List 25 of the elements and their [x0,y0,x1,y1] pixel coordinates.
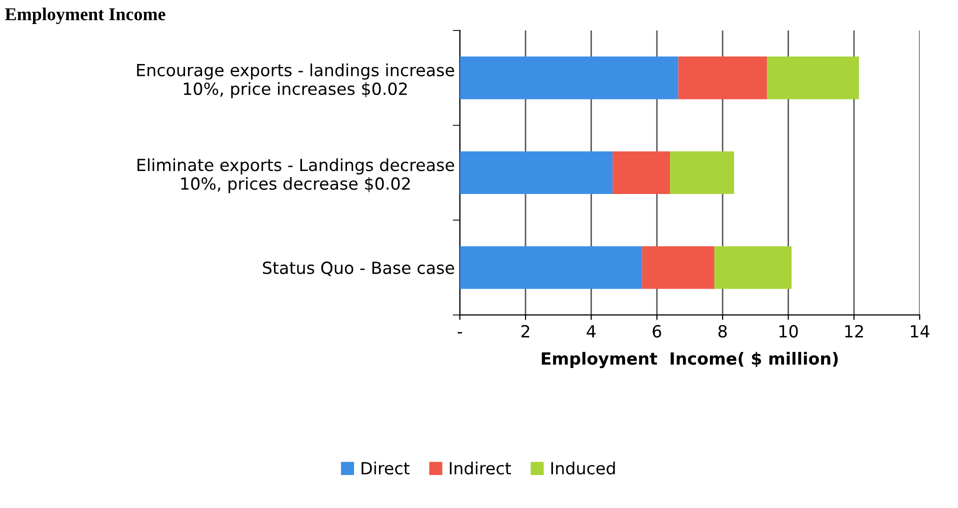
bar [642,246,714,289]
bar [460,151,613,194]
x-tick-label: 12 [845,324,863,338]
x-tick-label: 2 [521,324,530,338]
x-tick-label: - [458,332,462,334]
x-axis-title: Employment Income( $ million) [542,352,838,368]
legend-label: Indirect [450,462,511,475]
y-tick-label: Eliminate exports - Landings decrease 10%, prices decrease $0.02 [138,158,454,194]
legend-label: Direct [362,462,410,475]
x-tick-label: 4 [586,325,596,338]
y-tick-label: Status Quo - Base case [262,262,454,276]
legend-label: Induced [551,462,615,475]
y-tick-label: Encourage exports - landings increase 10%, price increases $0.02 [137,63,454,98]
text: Employment Income [5,8,166,24]
bar [670,151,734,194]
bar [460,246,642,289]
bar [612,151,670,194]
bar [714,246,792,289]
bar [766,56,859,100]
bar [678,56,767,100]
x-tick-label: 6 [652,324,662,338]
x-tick-label: 14 [910,325,930,338]
x-tick-label: 10 [780,324,798,338]
x-tick-label: 8 [718,324,727,338]
bar [460,56,678,100]
